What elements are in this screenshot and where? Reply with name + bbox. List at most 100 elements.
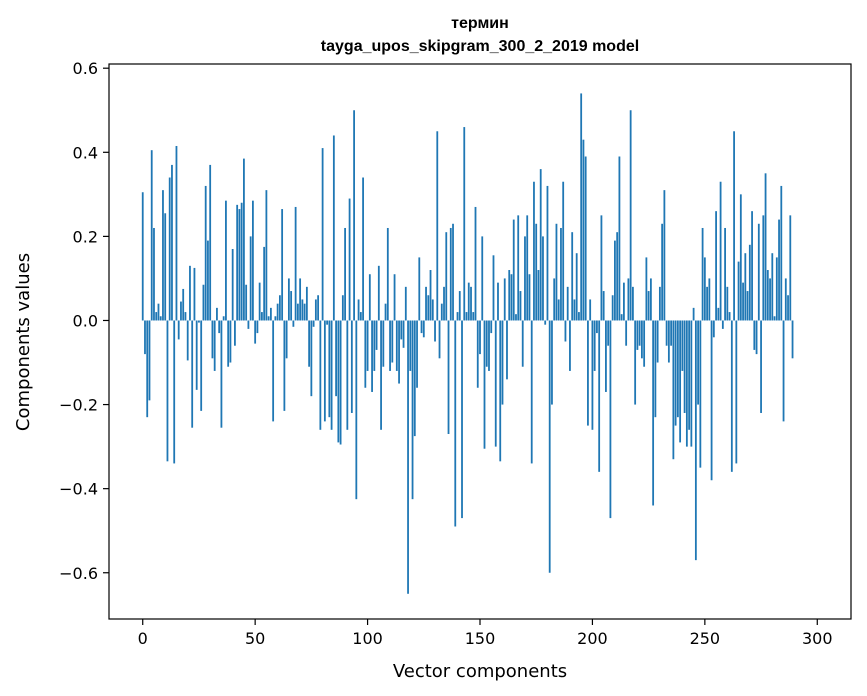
bar-42 [236, 204, 239, 321]
bar-67 [292, 320, 295, 327]
bar-63 [283, 320, 286, 411]
bar-239 [679, 320, 682, 443]
bar-216 [627, 278, 630, 321]
bar-288 [789, 215, 792, 321]
y-tick-label: −0.2 [59, 396, 98, 415]
bar-199 [589, 299, 592, 321]
bar-234 [667, 320, 670, 363]
bar-194 [578, 312, 580, 321]
bar-93 [350, 320, 353, 413]
bar-11 [166, 320, 169, 462]
bar-132 [438, 320, 441, 359]
bar-223 [643, 320, 646, 367]
bar-55 [265, 190, 268, 321]
bar-39 [229, 320, 232, 363]
bar-84 [330, 320, 333, 430]
bar-70 [299, 278, 302, 321]
bar-230 [658, 286, 661, 321]
bar-217 [629, 110, 632, 321]
bar-249 [701, 227, 704, 321]
bar-250 [703, 257, 706, 321]
bar-153 [485, 320, 488, 367]
bar-60 [276, 303, 279, 321]
bar-242 [685, 320, 688, 447]
y-tick-label: 0.2 [73, 227, 98, 246]
bar-104 [375, 320, 378, 350]
bar-273 [755, 320, 758, 355]
bar-187 [562, 181, 565, 321]
bar-81 [323, 320, 326, 422]
chart-title: термин [451, 15, 509, 32]
bar-188 [564, 320, 567, 342]
bar-204 [600, 215, 603, 321]
bar-165 [512, 219, 515, 321]
bar-145 [467, 282, 470, 321]
bar-15 [175, 145, 178, 321]
bar-196 [582, 139, 585, 321]
bar-211 [616, 232, 619, 321]
bar-28 [204, 185, 207, 321]
bar-87 [337, 320, 340, 443]
bar-26 [200, 320, 203, 411]
bar-152 [483, 320, 486, 449]
bar-138 [452, 223, 454, 321]
bar-105 [377, 265, 380, 321]
bar-244 [690, 320, 693, 447]
bar-20 [186, 320, 189, 361]
y-tick-label: 0.6 [73, 59, 98, 78]
bar-182 [551, 320, 553, 405]
bar-74 [308, 320, 311, 367]
bar-22 [191, 320, 194, 428]
bar-129 [431, 299, 434, 321]
bar-142 [461, 320, 463, 519]
bar-133 [440, 303, 443, 321]
bar-48 [249, 236, 252, 321]
bar-253 [710, 320, 713, 481]
bar-59 [274, 316, 277, 321]
bar-257 [719, 181, 722, 321]
bar-267 [742, 282, 744, 321]
chart-subtitle: tayga_upos_skipgram_300_2_2019 model [321, 38, 639, 55]
bar-195 [580, 93, 583, 321]
bar-80 [321, 148, 324, 321]
bar-58 [272, 320, 275, 422]
bar-90 [344, 227, 346, 321]
bar-177 [539, 169, 542, 321]
bar-37 [225, 200, 227, 321]
bar-102 [371, 320, 373, 392]
bar-164 [510, 274, 513, 321]
bar-160 [501, 320, 504, 405]
bar-34 [218, 320, 221, 334]
bar-5 [153, 227, 155, 321]
bar-159 [499, 320, 502, 462]
bar-77 [314, 299, 317, 321]
bar-72 [303, 303, 306, 321]
bar-144 [465, 312, 468, 321]
bar-254 [712, 320, 715, 338]
bar-266 [739, 194, 742, 321]
bar-220 [636, 320, 639, 350]
bar-30 [209, 164, 212, 321]
bar-235 [670, 320, 673, 346]
bar-183 [553, 278, 556, 321]
bar-97 [359, 312, 362, 321]
bar-143 [463, 127, 466, 321]
bar-127 [427, 295, 430, 321]
bar-89 [341, 295, 344, 321]
bar-259 [724, 227, 726, 321]
y-tick-label: −0.4 [59, 480, 98, 499]
x-tick-label: 150 [465, 629, 496, 648]
bar-107 [382, 320, 385, 367]
bar-226 [649, 278, 652, 321]
bar-82 [326, 320, 328, 325]
bar-207 [607, 320, 610, 346]
bar-289 [791, 320, 794, 359]
bar-110 [389, 320, 391, 371]
bar-0 [141, 192, 144, 321]
bar-210 [614, 240, 616, 321]
bar-128 [429, 270, 432, 321]
bar-263 [733, 131, 735, 321]
bar-4 [150, 150, 153, 321]
x-tick-label: 300 [802, 629, 833, 648]
bar-124 [420, 320, 423, 334]
